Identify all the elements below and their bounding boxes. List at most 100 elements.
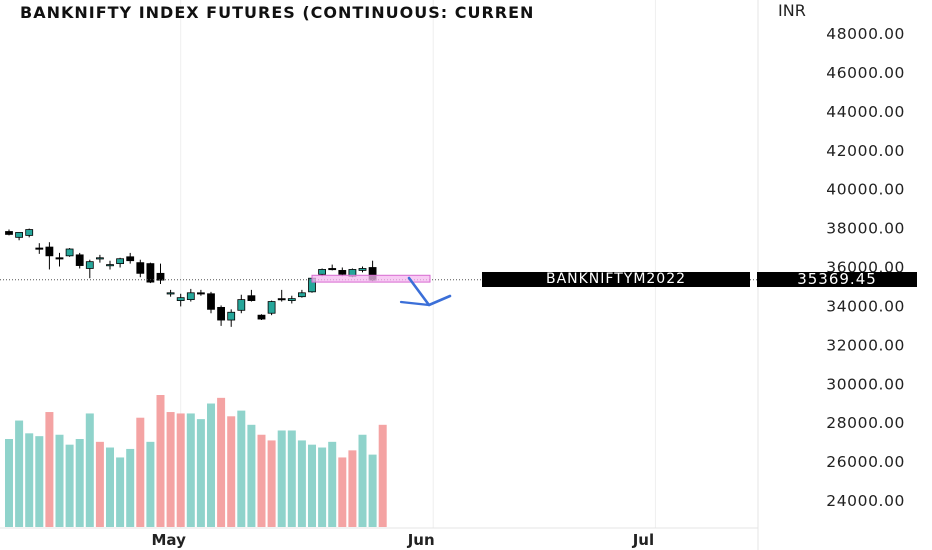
candle-body — [106, 264, 114, 267]
candle[interactable] — [267, 300, 276, 316]
candle[interactable] — [328, 264, 337, 271]
volume-bar — [156, 395, 165, 527]
candle-body — [126, 256, 135, 262]
price-tick-label: 42000.00 — [826, 142, 905, 160]
candle[interactable] — [106, 260, 114, 270]
candle-body — [25, 229, 34, 236]
volume-bar — [217, 397, 226, 527]
candle[interactable] — [85, 259, 94, 279]
candle[interactable] — [65, 248, 74, 257]
last-price-label: 35369.45 — [757, 272, 917, 287]
candle[interactable] — [166, 289, 175, 297]
candle-body — [338, 270, 347, 275]
volume-bar — [176, 413, 185, 527]
candles[interactable] — [5, 228, 377, 327]
volume-bar — [65, 444, 74, 527]
candle-body — [45, 246, 54, 257]
volume-bar — [277, 430, 286, 527]
volume-bar — [257, 434, 266, 527]
candle[interactable] — [96, 254, 104, 263]
candle[interactable] — [257, 314, 266, 321]
candle-body — [176, 297, 185, 301]
candle[interactable] — [247, 289, 256, 302]
price-tick-label: 46000.00 — [826, 64, 905, 82]
candle[interactable] — [75, 252, 84, 269]
candle[interactable] — [25, 228, 34, 238]
candle[interactable] — [116, 257, 124, 268]
time-tick-label: May — [152, 531, 187, 549]
volume-bar — [136, 417, 145, 527]
candle-body — [186, 292, 195, 301]
candle[interactable] — [5, 229, 13, 236]
price-tick-label: 32000.00 — [826, 336, 905, 354]
volume-bar — [338, 457, 347, 527]
candle[interactable] — [196, 289, 205, 296]
candle-body — [55, 257, 64, 260]
volume-bar — [35, 436, 44, 527]
volume-bar — [45, 412, 54, 527]
candle-body — [277, 298, 286, 301]
price-tick-label: 24000.00 — [826, 492, 905, 510]
volume-bar — [55, 434, 64, 527]
volume-bar — [15, 420, 24, 527]
candle[interactable] — [277, 289, 286, 302]
time-tick-label: Jun — [407, 531, 435, 549]
candle-body — [116, 258, 124, 265]
candle[interactable] — [227, 309, 236, 327]
candle-body — [318, 269, 327, 275]
volume-bar — [287, 430, 296, 527]
volume-bar — [368, 454, 377, 527]
candle[interactable] — [126, 252, 135, 264]
candle[interactable] — [186, 288, 195, 302]
candle-body — [5, 231, 13, 235]
candle[interactable] — [45, 242, 54, 270]
candle[interactable] — [156, 263, 165, 285]
candle[interactable] — [287, 295, 296, 304]
candle-body — [328, 268, 337, 271]
volume-bar — [166, 412, 175, 527]
volume-bar — [25, 433, 34, 527]
volume-bar — [207, 403, 215, 527]
arrow-head — [399, 300, 431, 307]
candle-body — [75, 254, 84, 266]
chart-title: BANKNIFTY INDEX FUTURES (CONTINUOUS: CUR… — [20, 3, 535, 22]
candle-body — [136, 262, 145, 274]
price-tick-label: 26000.00 — [826, 453, 905, 471]
currency-label: INR — [778, 1, 806, 20]
candle[interactable] — [35, 243, 44, 254]
candle-body — [287, 298, 296, 301]
price-tick-label: 40000.00 — [826, 181, 905, 199]
candle-body — [207, 293, 215, 310]
candle[interactable] — [237, 294, 246, 314]
volume-bar — [5, 439, 13, 527]
candle-body — [15, 232, 24, 238]
candle-body — [85, 261, 94, 269]
volume-bar — [75, 439, 84, 527]
candle[interactable] — [217, 305, 226, 326]
candle[interactable] — [136, 259, 145, 278]
candle[interactable] — [207, 291, 215, 314]
candle-body — [247, 295, 256, 301]
time-tick-label: Jul — [632, 531, 654, 549]
volume-bar — [247, 424, 256, 527]
volume-bar — [146, 441, 155, 527]
candle-body — [65, 248, 74, 257]
volume-bar — [186, 413, 195, 527]
candle[interactable] — [297, 289, 306, 298]
price-axis[interactable]: 48000.00 46000.00 44000.00 42000.00 40000.00… — [826, 25, 905, 510]
candle[interactable] — [176, 293, 185, 307]
volume-bar — [85, 413, 94, 527]
volume-bar — [227, 416, 236, 527]
time-axis[interactable]: May Jun Jul — [152, 531, 655, 549]
candle[interactable] — [358, 266, 367, 273]
candle[interactable] — [15, 232, 24, 241]
candle-body — [96, 257, 104, 260]
candle-body — [227, 311, 236, 321]
volume-bar — [267, 440, 276, 527]
candle-body — [358, 268, 367, 271]
candle-body — [297, 292, 306, 298]
candle[interactable] — [55, 252, 64, 267]
volume-bar — [297, 440, 306, 527]
zone-rectangle[interactable] — [311, 274, 431, 283]
